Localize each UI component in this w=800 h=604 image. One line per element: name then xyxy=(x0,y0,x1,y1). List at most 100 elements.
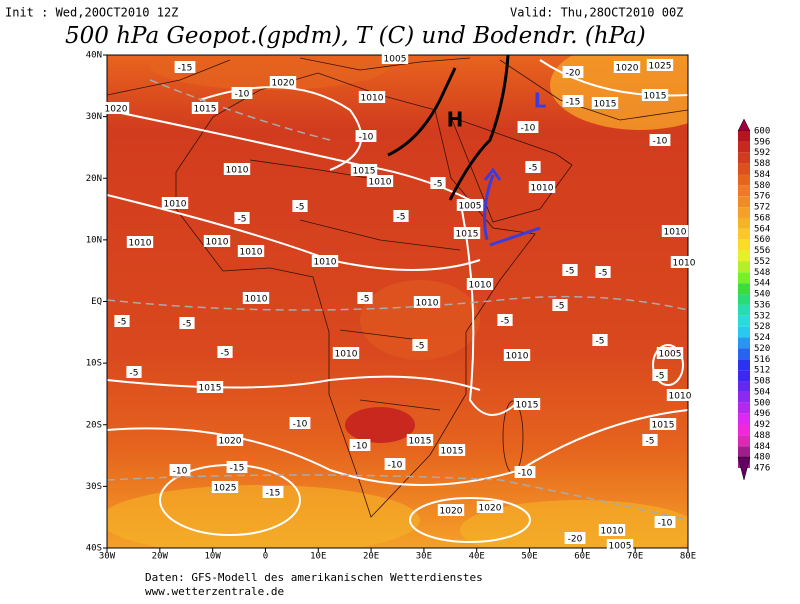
colorbar-segment xyxy=(738,141,750,153)
colorbar-label: 576 xyxy=(754,192,770,202)
contour-label: 1020 xyxy=(219,437,242,447)
contour-label-box xyxy=(242,292,270,304)
colorbar-segment xyxy=(738,131,750,142)
contour-label: 1010 xyxy=(416,299,439,309)
contour-label: -5 xyxy=(118,318,127,328)
contour-label: 1010 xyxy=(361,94,384,104)
contour-label-box xyxy=(289,417,311,429)
contour-label: -5 xyxy=(599,269,608,279)
lat-label: 30N xyxy=(86,112,102,122)
contour-label: 1010 xyxy=(314,258,337,268)
contour-label-box xyxy=(595,266,611,278)
contour-label: -10 xyxy=(235,90,250,100)
contour-label: 1025 xyxy=(214,484,237,494)
colorbar-label: 476 xyxy=(754,464,770,474)
contour-label-box xyxy=(292,200,308,212)
colorbar-segment xyxy=(738,217,750,229)
contour-label: -5 xyxy=(566,267,575,277)
contour-label-box xyxy=(525,161,541,173)
contour-label-box xyxy=(528,181,556,193)
contour-label: -10 xyxy=(658,519,673,529)
contour-label: -5 xyxy=(296,203,305,213)
contour-label: -5 xyxy=(501,317,510,327)
map-area xyxy=(107,55,688,548)
contour-label-box xyxy=(384,458,406,470)
colorbar-segment xyxy=(738,174,750,186)
contour-label: 1015 xyxy=(456,230,479,240)
colorbar-segment xyxy=(738,304,750,316)
colorbar-label: 560 xyxy=(754,235,770,245)
colorbar-label: 528 xyxy=(754,322,770,332)
contour-label: 1015 xyxy=(194,105,217,115)
colorbar-label: 588 xyxy=(754,159,770,169)
contour-label: -15 xyxy=(266,489,281,499)
footer-source: Daten: GFS-Modell des amerikanischen Wet… xyxy=(145,571,483,584)
contour-label-box xyxy=(211,481,239,493)
contour-label: 1015 xyxy=(594,100,617,110)
colorbar-label: 496 xyxy=(754,409,770,419)
lat-label: 10S xyxy=(86,359,102,369)
contour-label-box xyxy=(456,199,484,211)
lon-label: 20W xyxy=(152,552,169,562)
contour-label-box xyxy=(670,256,698,268)
contour-label-box xyxy=(350,164,378,176)
lon-label: 0 xyxy=(263,552,268,562)
colorbar-label: 572 xyxy=(754,203,770,213)
contour-label-box xyxy=(174,61,196,73)
contour-label: 1015 xyxy=(516,401,539,411)
contour-label-box xyxy=(381,52,409,64)
contour-label: 1010 xyxy=(245,295,268,305)
lon-label: 40E xyxy=(469,552,485,562)
colorbar-label: 492 xyxy=(754,420,770,430)
contour-label-box xyxy=(438,444,466,456)
contour-label-box xyxy=(562,95,584,107)
contour-label: -10 xyxy=(518,469,533,479)
contour-label-box xyxy=(357,292,373,304)
contour-label-box xyxy=(430,177,446,189)
contour-label-box xyxy=(656,347,684,359)
colorbar-segment xyxy=(738,435,750,447)
contour-label-box xyxy=(358,91,386,103)
colorbar-label: 600 xyxy=(754,127,770,137)
contour-label: -5 xyxy=(130,369,139,379)
lon-label: 10W xyxy=(205,552,222,562)
contour-label-box xyxy=(613,61,641,73)
contour-label: -10 xyxy=(388,461,403,471)
contour-label-box xyxy=(646,59,674,71)
colorbar-segment xyxy=(738,337,750,349)
contour-label: -5 xyxy=(646,437,655,447)
colorbar-label: 540 xyxy=(754,290,770,300)
colorbar-segment xyxy=(738,261,750,273)
contour-label: 1020 xyxy=(105,105,128,115)
contour-label: 1020 xyxy=(616,64,639,74)
contour-label: -15 xyxy=(178,64,193,74)
contour-label-box xyxy=(666,389,694,401)
colorbar-label: 504 xyxy=(754,387,770,397)
contour-label: -5 xyxy=(416,342,425,352)
contour-label-box xyxy=(126,236,154,248)
contour-label-box xyxy=(412,339,428,351)
contour-label-box xyxy=(517,121,539,133)
lon-label: 50E xyxy=(521,552,537,562)
contour-label-box xyxy=(514,466,536,478)
contour-label-box xyxy=(203,235,231,247)
contour-label: 1005 xyxy=(384,55,407,65)
contour-label-box xyxy=(591,97,619,109)
contour-label-box xyxy=(196,381,224,393)
colorbar-segment xyxy=(738,283,750,295)
colorbar-segment xyxy=(738,228,750,240)
contour-label: 1010 xyxy=(506,352,529,362)
colorbar-segment xyxy=(738,359,750,371)
contour-label-box xyxy=(216,434,244,446)
contour-label-box xyxy=(269,76,297,88)
contour-label: 1010 xyxy=(164,200,187,210)
colorbar-label: 488 xyxy=(754,431,770,441)
contour-label-box xyxy=(513,398,541,410)
colorbar-label: 548 xyxy=(754,268,770,278)
contour-label: -20 xyxy=(568,535,583,545)
contour-label: 1010 xyxy=(369,178,392,188)
contour-label-box xyxy=(223,163,251,175)
lat-label: 10N xyxy=(86,235,102,245)
colorbar-segment xyxy=(738,381,750,392)
